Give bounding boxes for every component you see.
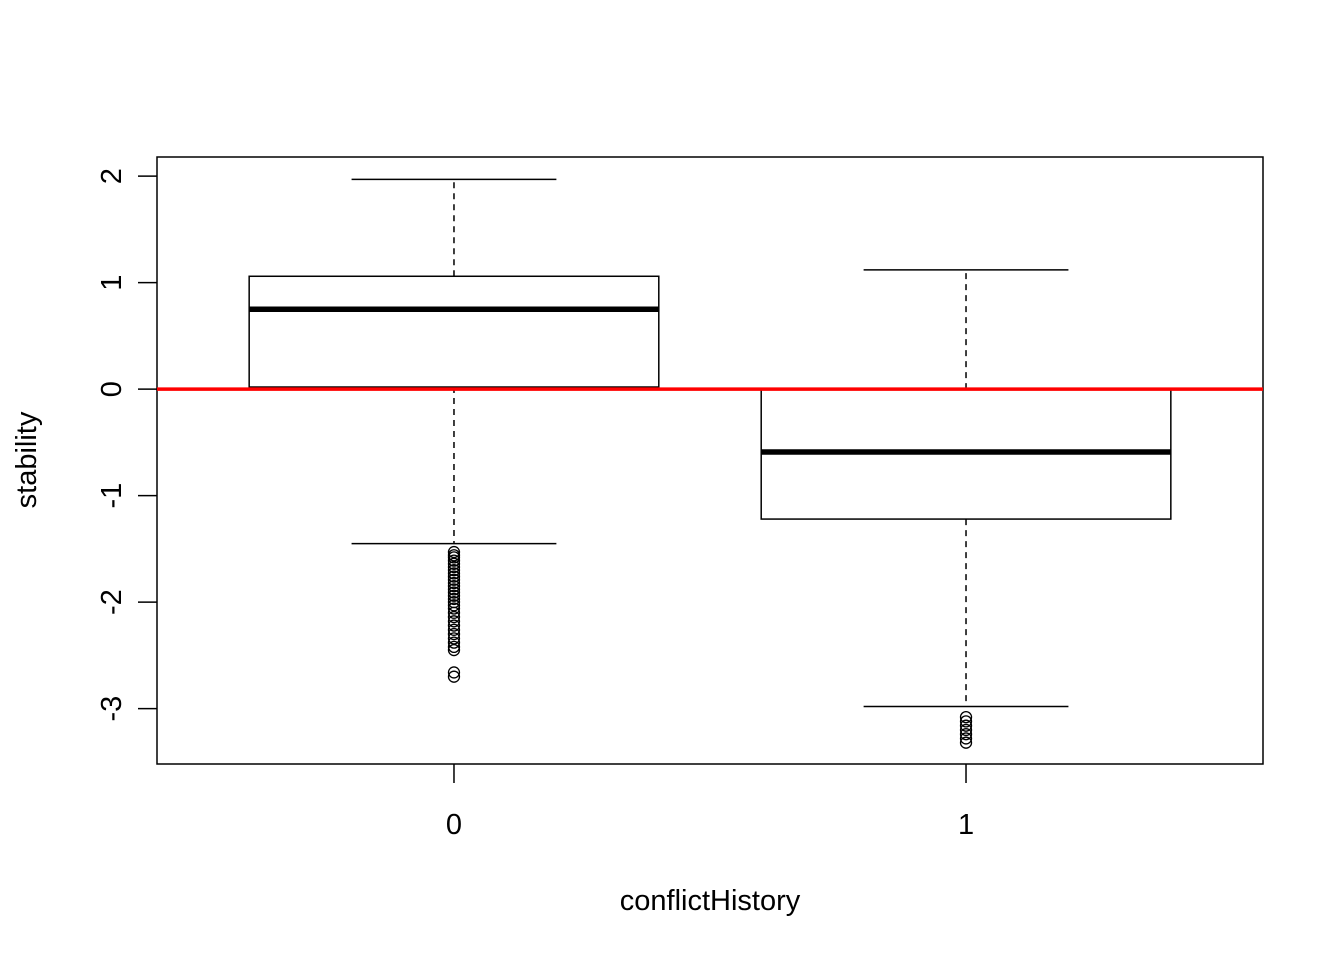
outlier-point: [959, 710, 973, 724]
y-tick-label: -2: [96, 589, 128, 615]
outlier-point: [447, 640, 461, 654]
outlier-point: [447, 554, 461, 567]
outlier-point: [959, 723, 973, 737]
x-tick-label: 0: [446, 809, 462, 841]
outlier-point: [447, 666, 461, 679]
box-1: [760, 269, 1172, 749]
outlier-point: [959, 732, 973, 745]
y-tick-label: -3: [96, 696, 128, 722]
plot-area-frame: [156, 156, 1264, 765]
outlier-point: [447, 606, 461, 619]
x-tick-label: 1: [958, 809, 974, 841]
outlier-point: [447, 643, 461, 657]
outlier-point: [447, 599, 461, 612]
outlier-point: [447, 623, 461, 636]
box-0: [248, 178, 660, 683]
outlier-point: [447, 560, 461, 574]
y-tick-label: -1: [96, 483, 128, 509]
outlier-point: [447, 551, 461, 564]
x-axis-label: conflictHistory: [620, 885, 801, 917]
outlier-point: [447, 592, 461, 606]
outlier-point: [447, 610, 461, 624]
outlier-point: [447, 564, 461, 577]
iqr-box: [248, 275, 660, 388]
outlier-point: [447, 583, 461, 596]
outlier-point: [447, 636, 461, 649]
outlier-point: [447, 570, 461, 583]
outlier-point: [447, 589, 461, 602]
y-axis-label: stability: [11, 411, 43, 508]
outlier-point: [447, 545, 461, 559]
outlier-point: [447, 615, 461, 628]
outlier-point: [959, 715, 973, 728]
outlier-point: [959, 728, 973, 741]
outlier-point: [959, 719, 973, 732]
outlier-point: [447, 567, 461, 580]
outlier-point: [447, 627, 461, 641]
outlier-point: [447, 632, 461, 645]
outlier-point: [959, 736, 973, 749]
outlier-point: [447, 619, 461, 632]
y-tick-label: 1: [96, 275, 128, 291]
outlier-point: [447, 602, 461, 615]
box-series: [248, 178, 1172, 749]
y-tick-label: 2: [96, 168, 128, 184]
outlier-point: [447, 580, 461, 593]
outlier-point: [447, 576, 461, 590]
outlier-point: [447, 557, 461, 570]
outlier-point: [447, 670, 461, 683]
y-tick-label: 0: [96, 381, 128, 397]
outlier-point: [447, 573, 461, 586]
outlier-point: [447, 586, 461, 599]
y-axis: -3 -2 -1 0 1 2: [96, 168, 157, 722]
